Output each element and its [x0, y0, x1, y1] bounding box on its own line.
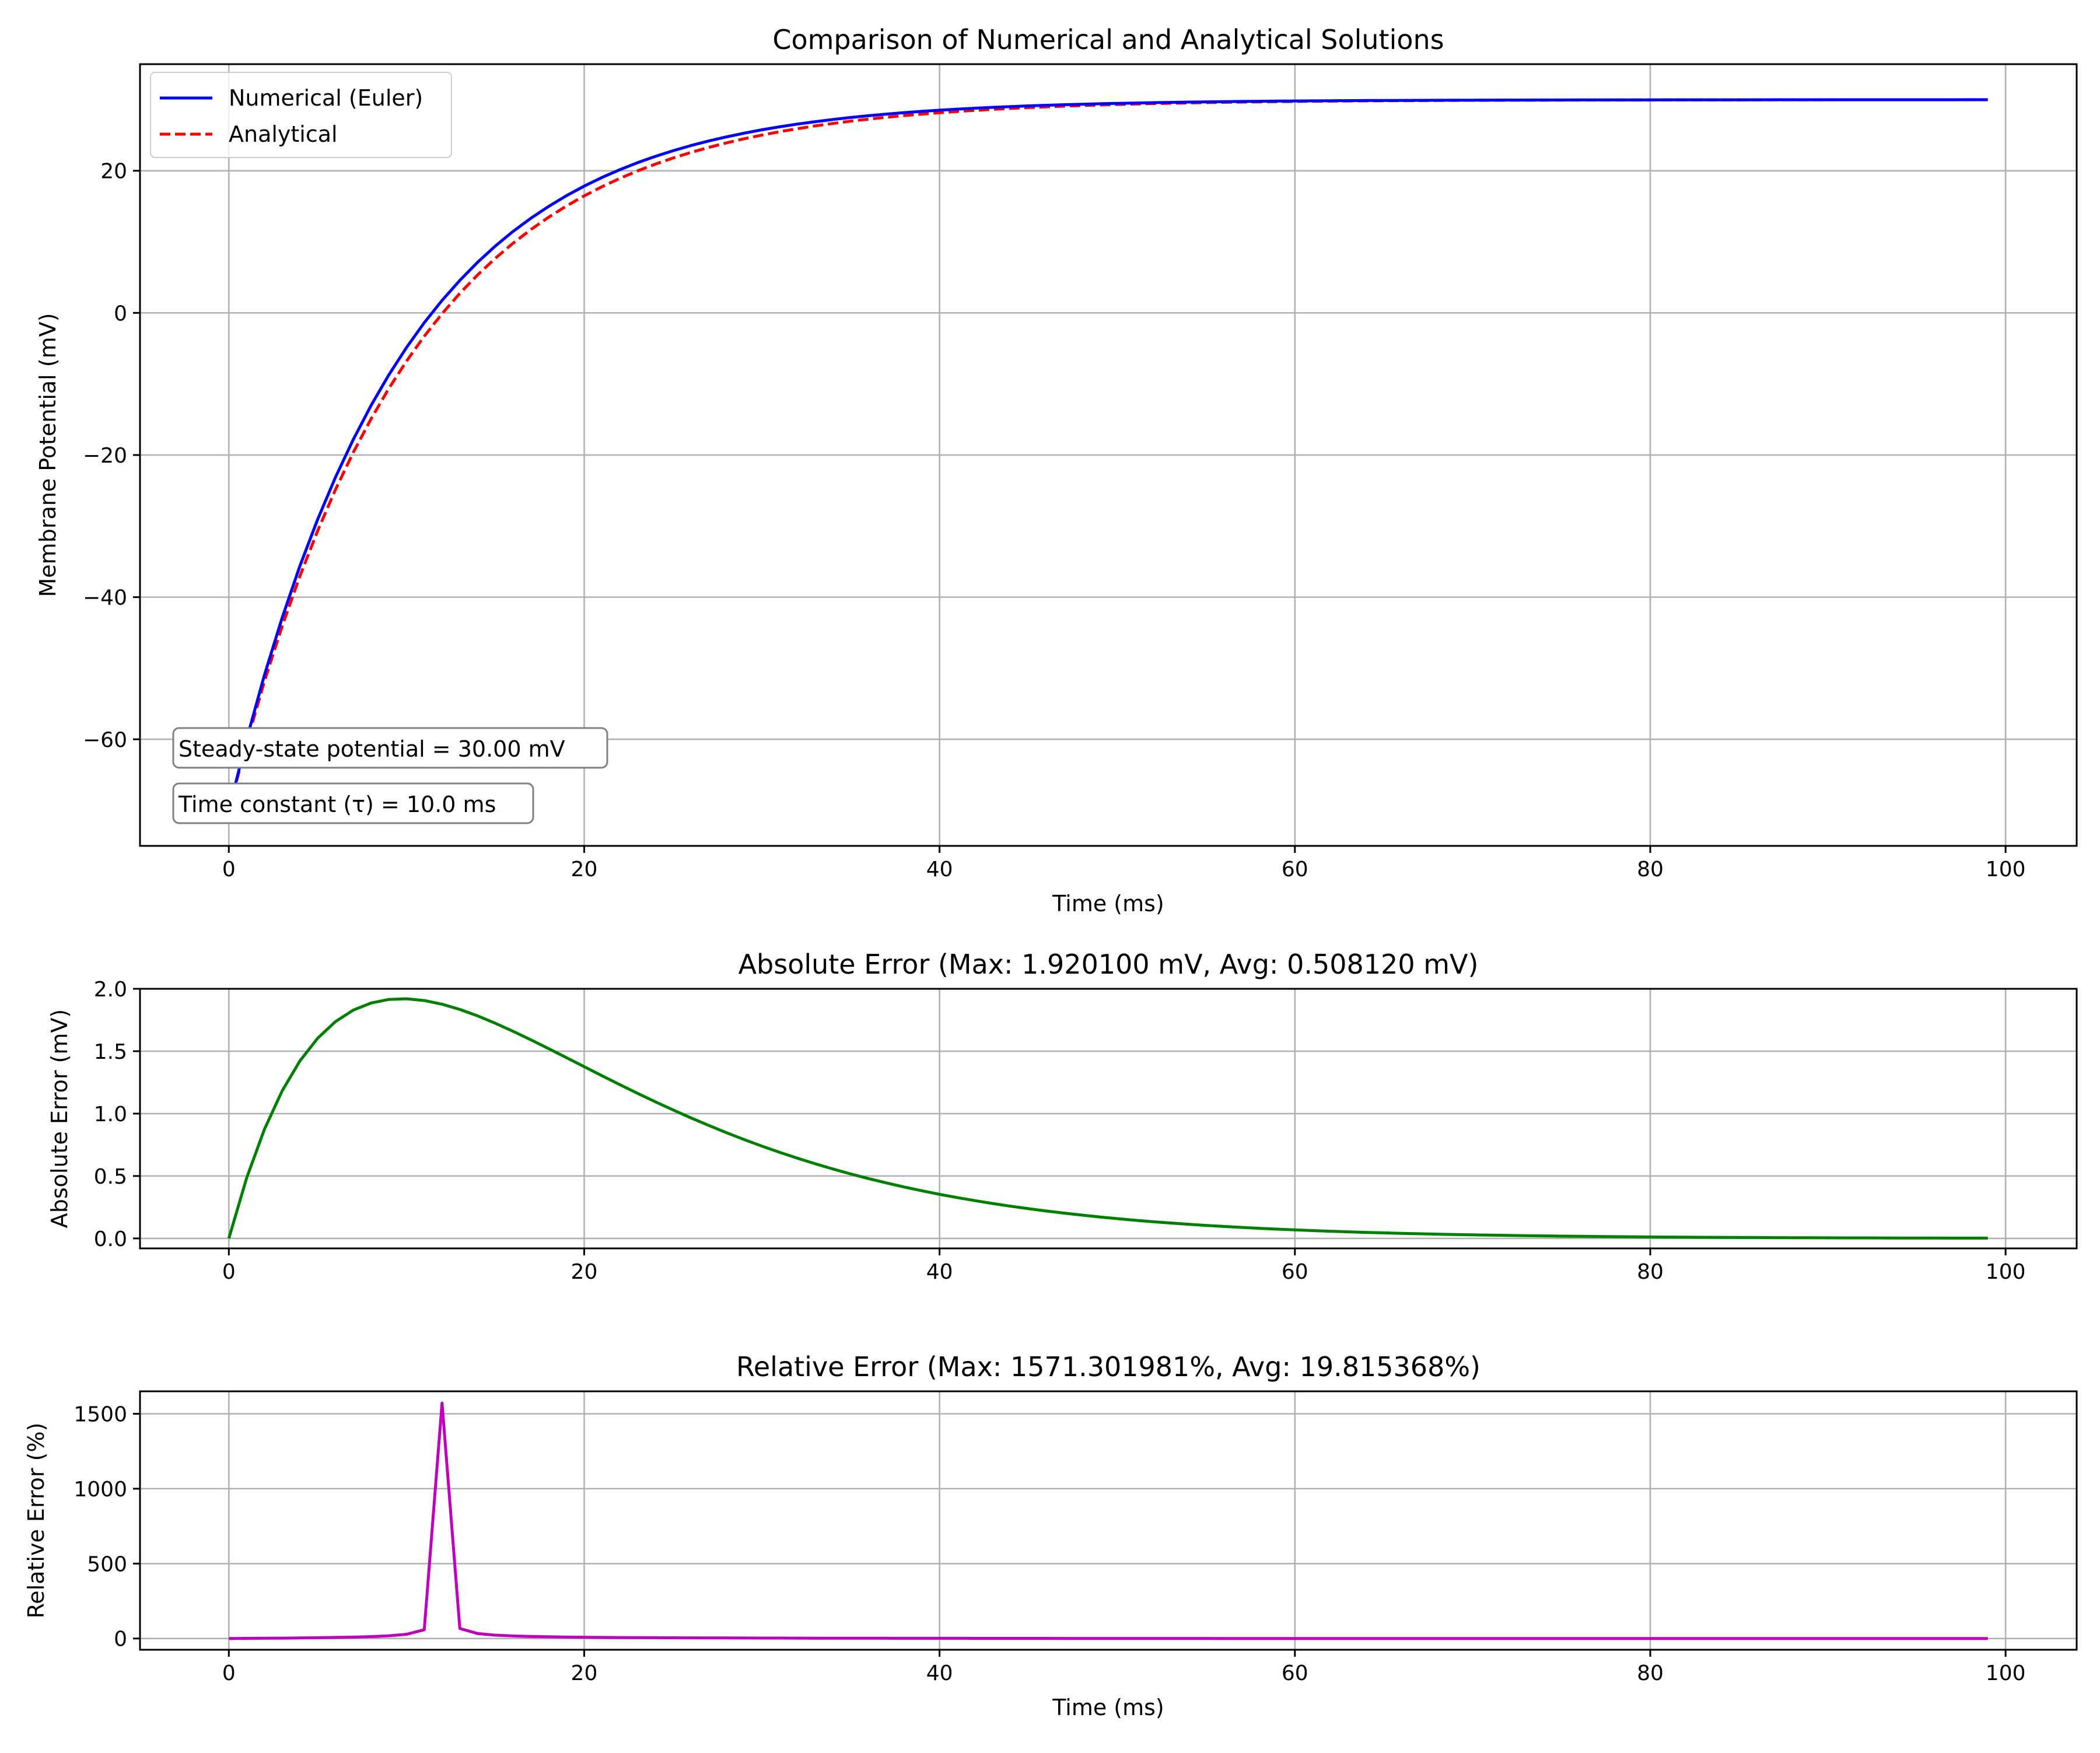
legend-label-numerical: Numerical (Euler) [229, 85, 423, 111]
x-tick-label: 20 [571, 1260, 598, 1284]
y-tick-label: 1500 [74, 1403, 127, 1427]
x-tick-label: 80 [1637, 1661, 1664, 1685]
x-tick-label: 100 [1986, 1260, 2026, 1284]
chart-title: Comparison of Numerical and Analytical S… [772, 24, 1444, 55]
series-lines [227, 98, 1988, 811]
y-tick-label: −20 [83, 444, 127, 468]
x-tick-label: 80 [1637, 1260, 1664, 1284]
annotation-box [172, 782, 534, 824]
y-tick-label: 1.5 [94, 1040, 127, 1064]
axes-frame [139, 988, 2078, 1250]
axes-frame [139, 1390, 2078, 1651]
y-tick-label: −60 [83, 728, 127, 752]
x-tick-label: 0 [222, 858, 236, 881]
legend: Numerical (Euler) Analytical [150, 72, 452, 158]
y-tick-label: 1000 [74, 1478, 127, 1502]
x-tick-label: 100 [1986, 1661, 2026, 1685]
ticks: 0 20 40 60 80 100 0.0 0.5 1.0 1.5 2.0 [94, 978, 2026, 1284]
y-tick-label: −40 [83, 586, 127, 610]
membrane-potential-panel: 0 20 40 60 80 100 −60 −40 −20 0 20 Comparison of N… [35, 24, 2078, 916]
annotation-steady-state: Steady-state potential = 30.00 mV [172, 727, 608, 769]
y-axis-label: Absolute Error (mV) [47, 1009, 72, 1229]
x-tick-label: 40 [926, 1260, 953, 1284]
x-tick-label: 60 [1282, 1260, 1308, 1284]
series-lines [227, 997, 1988, 1240]
x-tick-label: 80 [1637, 858, 1664, 881]
annotation-time-constant: Time constant (τ) = 10.0 ms [172, 782, 534, 824]
relative-error-line [229, 1401, 1988, 1640]
annotation-text: Steady-state potential = 30.00 mV [178, 736, 565, 762]
y-tick-label: 0.5 [94, 1165, 127, 1189]
y-tick-label: 20 [100, 160, 127, 184]
annotation-text: Time constant (τ) = 10.0 ms [178, 792, 496, 817]
y-tick-label: 1.0 [94, 1103, 127, 1126]
y-axis-label: Relative Error (%) [23, 1423, 49, 1619]
chart-title: Relative Error (Max: 1571.301981%, Avg: … [736, 1351, 1480, 1383]
y-tick-label: 2.0 [94, 978, 127, 1002]
numerical-euler-line [227, 98, 1988, 811]
x-tick-label: 40 [926, 1661, 953, 1685]
x-tick-label: 20 [571, 858, 598, 881]
legend-box [150, 72, 452, 158]
x-tick-label: 60 [1282, 858, 1308, 881]
absolute-error-line [227, 997, 1988, 1240]
x-tick-label: 0 [222, 1260, 236, 1284]
ticks: 0 20 40 60 80 100 −60 −40 −20 0 20 [83, 160, 2026, 881]
x-axis-label: Time (ms) [1052, 891, 1164, 916]
legend-label-analytical: Analytical [229, 121, 338, 147]
y-tick-label: 500 [87, 1552, 127, 1576]
absolute-error-panel: 0 20 40 60 80 100 0.0 0.5 1.0 1.5 2.0 Absolute Err… [47, 949, 2078, 1284]
chart-title: Absolute Error (Max: 1.920100 mV, Avg: 0… [738, 949, 1479, 980]
y-tick-label: 0 [114, 1628, 127, 1651]
y-axis-label: Membrane Potential (mV) [35, 313, 61, 597]
annotation-box [172, 727, 608, 769]
y-tick-label: 0 [114, 302, 127, 326]
y-tick-label: 0.0 [94, 1227, 127, 1251]
axes-frame [139, 63, 2078, 847]
x-tick-label: 40 [926, 858, 953, 881]
x-tick-label: 0 [222, 1661, 236, 1685]
series-lines [229, 1401, 1988, 1640]
x-tick-label: 60 [1282, 1661, 1308, 1685]
x-tick-label: 100 [1986, 858, 2026, 881]
x-axis-label: Time (ms) [1052, 1695, 1164, 1720]
x-tick-label: 20 [571, 1661, 598, 1685]
